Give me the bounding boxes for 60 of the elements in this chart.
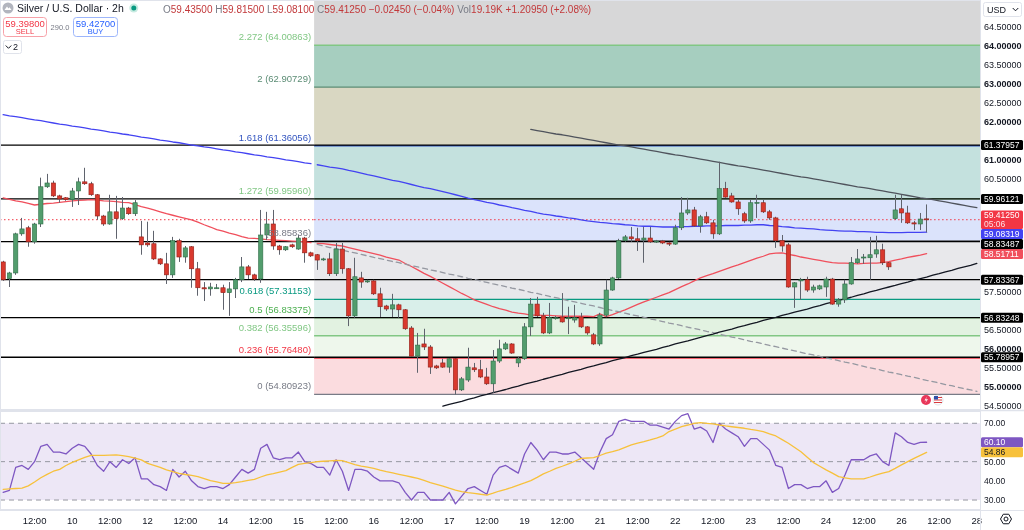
annotation: 0.5 (56.83375) <box>249 303 312 315</box>
annotation: 59.42700 <box>75 17 116 29</box>
x-tick-label: 12:00 <box>550 515 575 527</box>
x-tick-label: 10 <box>66 515 78 527</box>
x-tick-label: 23 <box>745 515 756 527</box>
x-tick-label: 21 <box>594 515 606 527</box>
x-tick-label: 12:00 <box>701 515 725 527</box>
annotation: 2 (62.90729) <box>257 73 312 85</box>
x-tick-label: 12:00 <box>324 515 348 527</box>
y-tick-label: 54.86 <box>984 447 1006 458</box>
x-tick-label: 12:00 <box>474 515 499 527</box>
y-tick-label: 40.00 <box>984 475 1006 486</box>
annotation: 0.382 (56.35596) <box>238 321 312 333</box>
x-tick-label: 12 <box>142 515 153 527</box>
x-tick-label: 14 <box>217 515 229 527</box>
y-tick-label: 54.50000 <box>984 401 1022 412</box>
text: O59.43500 H59.81500 L59.08100 C59.41250 −0.02450 (−0.04%) Vol19.19K +1.20950 (+2.08%) <box>163 3 592 15</box>
x-tick-label: 22 <box>670 515 681 527</box>
y-tick-label: 55.50000 <box>984 363 1022 374</box>
y-tick-label: 56.50000 <box>984 325 1022 336</box>
text: USD <box>987 4 1007 15</box>
x-tick-label: 15 <box>293 515 304 527</box>
y-tick-label: 64.50000 <box>984 21 1022 32</box>
annotation: 2.272 (64.00863) <box>238 31 312 43</box>
x-tick-label: 12:00 <box>625 515 650 527</box>
y-tick-label: 62.00000 <box>984 116 1022 127</box>
x-tick-label: 24 <box>820 515 832 527</box>
y-tick-label: 70.00 <box>984 418 1006 429</box>
y-tick-label: 61.00000 <box>984 154 1022 165</box>
x-tick-label: 16 <box>368 515 380 527</box>
x-tick-label: 12:00 <box>248 515 273 527</box>
x-tick-label: 12:00 <box>399 515 424 527</box>
y-tick-label: 64.00000 <box>984 40 1022 51</box>
x-tick-label: 12:00 <box>173 515 198 527</box>
y-tick-label: 62.50000 <box>984 97 1022 108</box>
y-tick-label: 60.10 <box>984 437 1006 448</box>
x-tick-label: 17 <box>443 515 455 527</box>
x-tick-label: 26 <box>896 515 907 527</box>
y-tick-label: 50.00 <box>984 456 1006 467</box>
x-tick-label: 12:00 <box>22 515 47 527</box>
annotation: 0.236 (55.76480) <box>238 344 312 356</box>
y-tick-label: 63.00000 <box>984 78 1022 89</box>
y-tick-label: 30.00 <box>984 495 1006 505</box>
y-tick-label: 63.50000 <box>984 59 1022 70</box>
y-tick-label: 60.50000 <box>984 173 1022 184</box>
x-tick-label: 12:00 <box>927 515 952 527</box>
annotation: 2 <box>13 42 19 53</box>
x-tick-label: 12:00 <box>98 515 122 527</box>
x-tick-label: 12:00 <box>851 515 876 527</box>
y-tick-label: 55.00000 <box>984 382 1022 393</box>
chart-title: Silver / U.S. Dollar · 2h <box>17 1 124 14</box>
y-tick-label: 56.00000 <box>984 344 1022 355</box>
annotation: 0.618 (57.31153) <box>239 285 312 297</box>
annotation: 0 (54.80923) <box>257 380 312 392</box>
y-tick-label: 57.50000 <box>984 287 1022 298</box>
annotation: 1.272 (59.95960) <box>238 184 312 196</box>
annotation: 1.618 (61.36056) <box>238 131 312 143</box>
x-tick-label: 19 <box>519 515 530 527</box>
annotation: 59.39800 <box>5 17 45 29</box>
x-tick-label: 12:00 <box>776 515 801 527</box>
